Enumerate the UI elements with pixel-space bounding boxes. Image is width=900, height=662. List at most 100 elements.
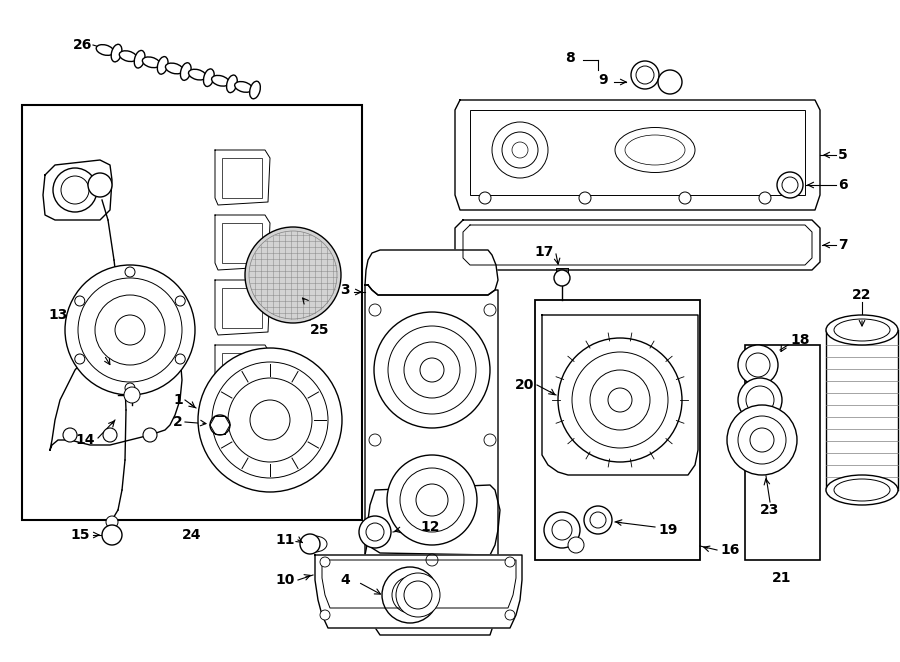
Ellipse shape: [188, 70, 206, 80]
Polygon shape: [542, 315, 698, 475]
Bar: [535, 300, 700, 560]
Ellipse shape: [166, 63, 183, 74]
Bar: [222, 288, 262, 328]
Circle shape: [176, 296, 185, 306]
Polygon shape: [365, 285, 498, 595]
Circle shape: [125, 383, 135, 393]
Text: 3: 3: [340, 283, 350, 297]
Circle shape: [400, 468, 464, 532]
Circle shape: [95, 295, 165, 365]
Circle shape: [61, 176, 89, 204]
Polygon shape: [365, 250, 498, 295]
Polygon shape: [50, 280, 182, 450]
Bar: [470, 110, 805, 195]
Text: 25: 25: [310, 323, 329, 337]
Circle shape: [250, 400, 290, 440]
Text: 16: 16: [720, 543, 740, 557]
Circle shape: [387, 455, 477, 545]
Ellipse shape: [834, 319, 890, 341]
Ellipse shape: [826, 475, 898, 505]
Circle shape: [777, 172, 803, 198]
Ellipse shape: [112, 44, 122, 62]
Circle shape: [544, 512, 580, 548]
Polygon shape: [215, 150, 270, 205]
Circle shape: [75, 296, 85, 306]
Bar: [222, 223, 262, 263]
Text: 19: 19: [658, 523, 678, 537]
Circle shape: [53, 168, 97, 212]
Bar: [222, 158, 262, 198]
Ellipse shape: [212, 75, 230, 86]
Circle shape: [658, 70, 682, 94]
Polygon shape: [365, 485, 500, 555]
Circle shape: [502, 132, 538, 168]
Circle shape: [512, 142, 528, 158]
Text: 2: 2: [173, 415, 183, 429]
Bar: [222, 353, 262, 393]
Circle shape: [359, 516, 391, 548]
Circle shape: [143, 428, 157, 442]
Circle shape: [631, 61, 659, 89]
Circle shape: [590, 512, 606, 528]
Ellipse shape: [158, 56, 168, 74]
Text: 7: 7: [838, 238, 848, 252]
Ellipse shape: [120, 51, 137, 62]
Text: 20: 20: [515, 378, 534, 392]
Text: 12: 12: [420, 520, 439, 534]
Text: 14: 14: [76, 433, 95, 447]
Circle shape: [300, 534, 320, 554]
Circle shape: [374, 312, 490, 428]
Circle shape: [382, 567, 438, 623]
Ellipse shape: [227, 75, 238, 93]
Circle shape: [608, 388, 632, 412]
Circle shape: [679, 192, 691, 204]
Polygon shape: [363, 540, 498, 635]
Circle shape: [505, 610, 515, 620]
Ellipse shape: [235, 81, 252, 92]
Circle shape: [420, 358, 444, 382]
Circle shape: [479, 192, 491, 204]
Circle shape: [106, 516, 118, 528]
Polygon shape: [215, 280, 270, 335]
Circle shape: [228, 378, 312, 462]
Circle shape: [245, 227, 341, 323]
Circle shape: [759, 192, 771, 204]
Circle shape: [590, 370, 650, 430]
Circle shape: [176, 354, 185, 364]
Circle shape: [388, 326, 476, 414]
Circle shape: [65, 265, 195, 395]
Ellipse shape: [659, 74, 681, 90]
Circle shape: [210, 415, 230, 435]
Ellipse shape: [134, 50, 145, 68]
Circle shape: [404, 581, 432, 609]
Polygon shape: [215, 215, 270, 270]
Circle shape: [568, 537, 584, 553]
Circle shape: [404, 342, 460, 398]
Text: 1: 1: [173, 393, 183, 407]
Text: 17: 17: [535, 245, 554, 259]
Circle shape: [492, 122, 548, 178]
Text: 11: 11: [275, 533, 295, 547]
Ellipse shape: [180, 63, 191, 80]
Circle shape: [572, 352, 668, 448]
Text: 6: 6: [838, 178, 848, 192]
Circle shape: [78, 278, 182, 382]
Text: 4: 4: [340, 573, 350, 587]
Circle shape: [369, 434, 381, 446]
Circle shape: [88, 173, 112, 197]
Text: 18: 18: [790, 333, 809, 347]
Ellipse shape: [303, 536, 327, 552]
Circle shape: [738, 378, 782, 422]
Text: 24: 24: [182, 528, 202, 542]
Polygon shape: [43, 160, 112, 220]
Text: 22: 22: [852, 288, 872, 302]
Circle shape: [727, 405, 797, 475]
Ellipse shape: [249, 81, 260, 99]
Circle shape: [558, 338, 682, 462]
Circle shape: [416, 484, 448, 516]
Circle shape: [366, 523, 384, 541]
Ellipse shape: [834, 479, 890, 501]
Circle shape: [746, 353, 770, 377]
Ellipse shape: [615, 128, 695, 173]
Circle shape: [750, 428, 774, 452]
